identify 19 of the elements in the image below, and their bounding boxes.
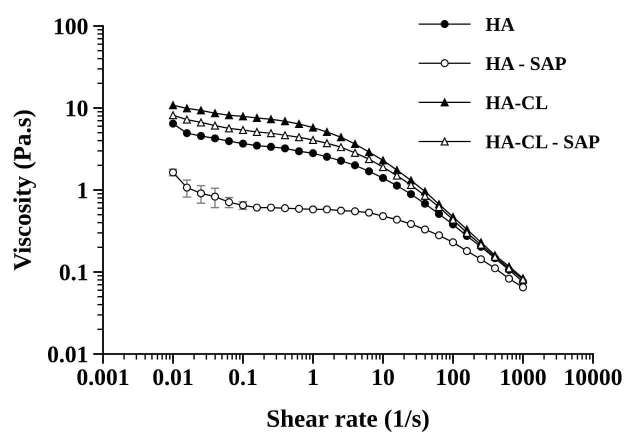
y-tick-label: 1 xyxy=(78,182,88,198)
legend-label: HA-CL xyxy=(486,96,548,110)
y-tick-label: 10 xyxy=(66,100,88,116)
y-tick-label: 0.01 xyxy=(48,346,88,363)
legend-label: HA-CL - SAP xyxy=(486,135,600,148)
x-tick-label: 0.01 xyxy=(153,369,192,386)
legend-label: HA - SAP xyxy=(486,57,566,70)
x-tick-label: 1000 xyxy=(501,369,546,386)
x-tick-label: 10 xyxy=(373,369,394,386)
x-tick-label: 0.1 xyxy=(229,369,257,386)
y-axis-title: Viscosity (Pa.s) xyxy=(13,110,36,270)
x-tick-label: 100 xyxy=(437,369,470,386)
x-tick-label: 1 xyxy=(308,369,318,385)
legend-label: HA xyxy=(486,18,515,31)
x-tick-label: 10000 xyxy=(565,369,622,386)
y-tick-label: 0.1 xyxy=(60,264,88,281)
x-axis-title: Shear rate (1/s) xyxy=(268,409,429,432)
x-tick-label: 0.001 xyxy=(77,369,128,386)
y-tick-label: 100 xyxy=(54,18,88,34)
